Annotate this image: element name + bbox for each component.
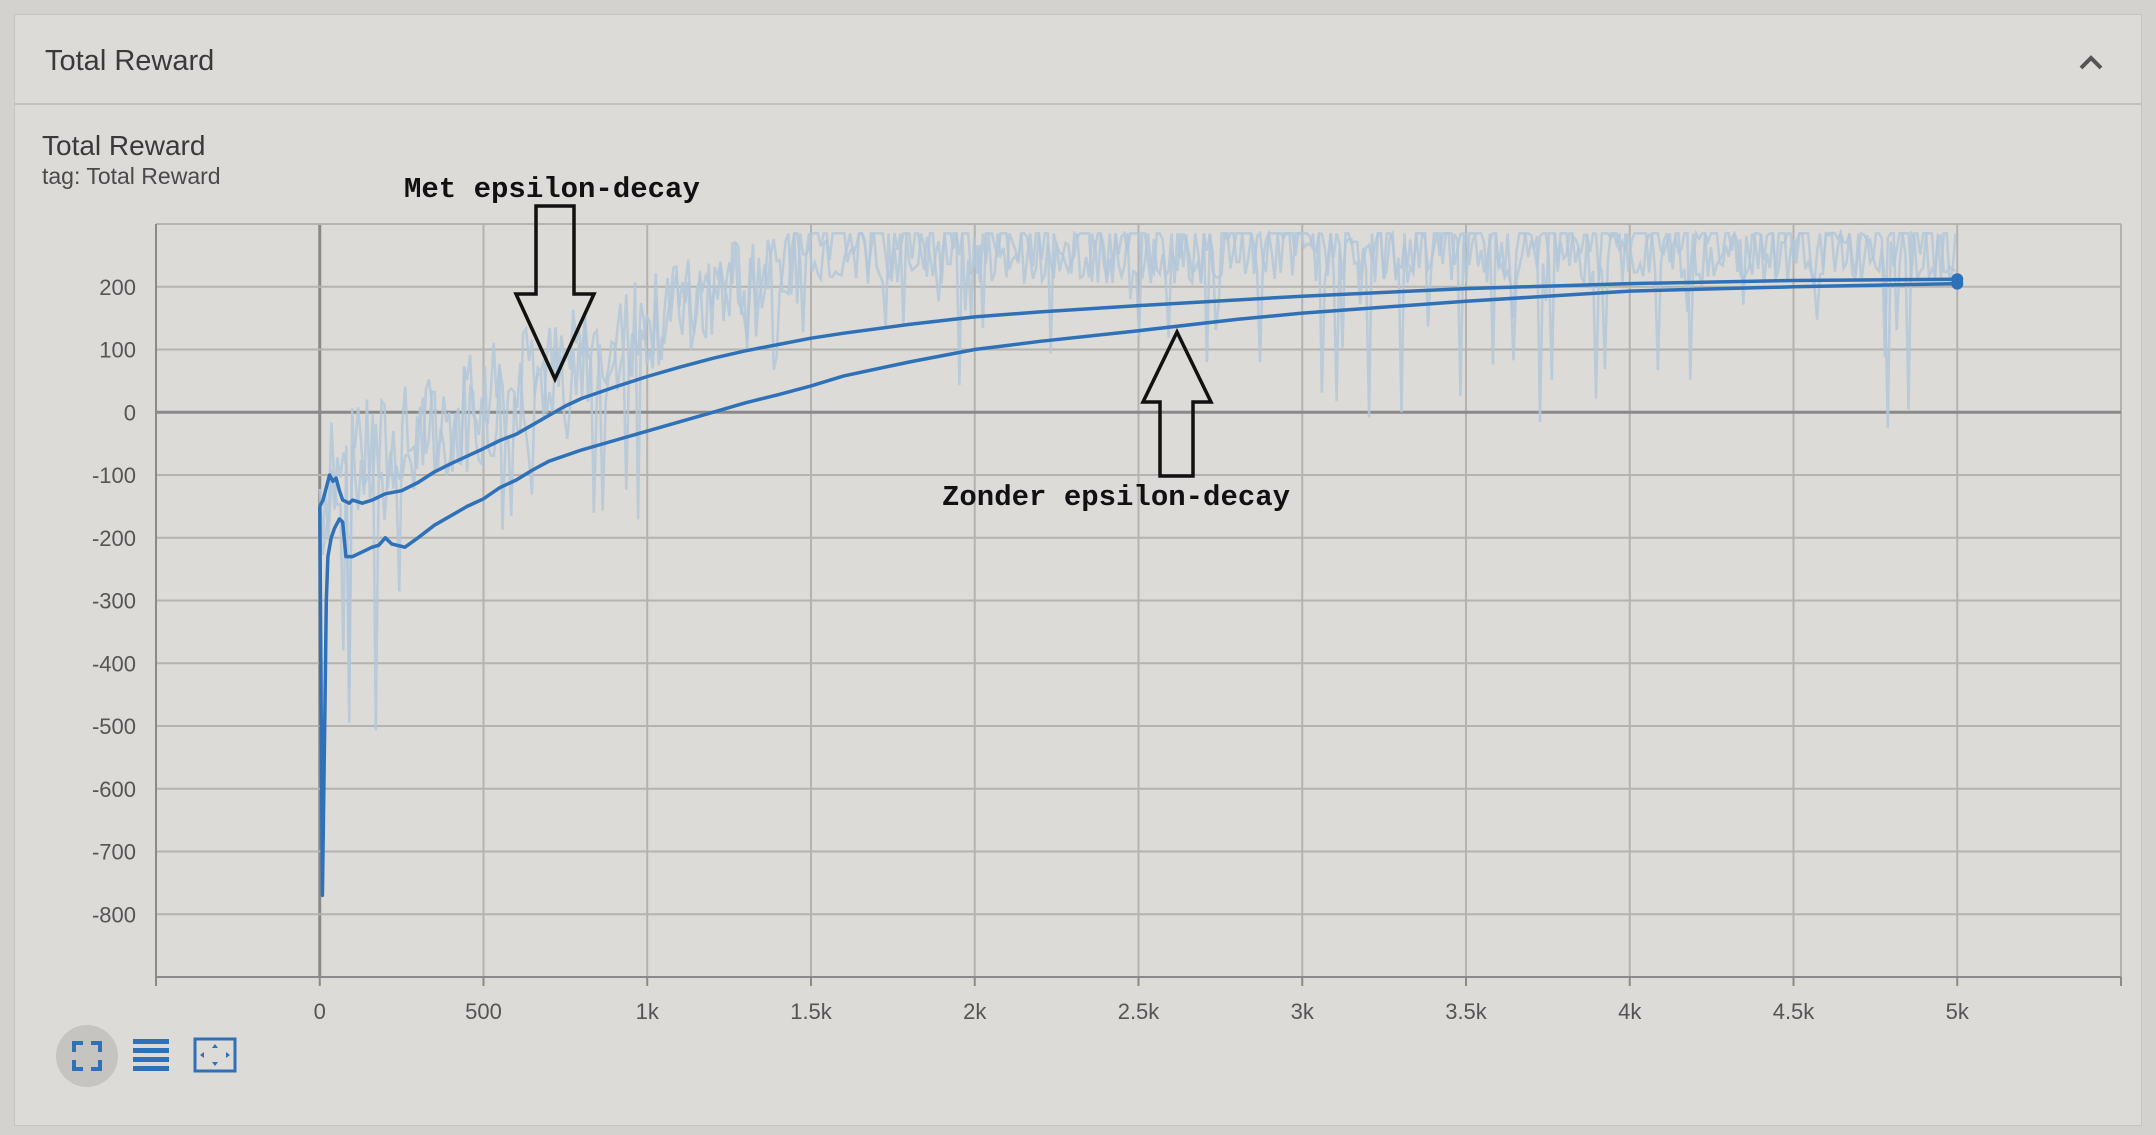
down-arrow-icon [513,204,597,384]
axis-layer: 0 500 1k 1.5k 2k 2.5k 3k 3.5k 4k 4.5k 5k -800 -700 -6… [92,224,2122,1024]
y-tick-label: -500 [92,714,136,739]
series-end-point [1951,277,1964,290]
x-tick-label: 3.5k [1445,999,1488,1024]
y-tick-label: -700 [92,840,136,865]
collapse-button[interactable] [2071,43,2111,83]
y-tick-label: -400 [92,651,136,676]
download-button[interactable] [184,1025,246,1087]
y-tick-label: -800 [92,902,136,927]
y-tick-label: -100 [92,463,136,488]
y-tick-label: 200 [99,275,136,300]
chevron-up-icon [2079,55,2103,70]
annotation-label: Zonder epsilon-decay [942,481,1290,514]
smoothed-series-layer [318,273,1964,898]
y-tick-label: -300 [92,589,136,614]
fit-to-data-button[interactable] [56,1025,118,1087]
x-tick-label: 1.5k [790,999,833,1024]
annotation-layer: Met epsilon-decay Zonder epsilon-decay [404,173,1290,514]
chart-tag: tag: Total Reward [42,163,221,189]
annotation-label: Met epsilon-decay [404,173,700,206]
card-title: Total Reward [45,45,215,77]
y-tick-label: 100 [99,338,136,363]
download-icon [193,1037,237,1073]
x-tick-label: 5k [1946,999,1970,1024]
grid-layer [155,223,2122,978]
toggle-log-scale-icon [133,1039,169,1071]
y-tick-label: -600 [92,777,136,802]
card-header: Total Reward [15,15,2141,105]
chart-title: Total Reward [42,130,206,161]
series-line [318,281,1958,898]
x-tick-label: 2.5k [1118,999,1161,1024]
chart-card: Total Reward [14,14,2142,1126]
toggle-log-scale-button[interactable] [120,1025,182,1087]
x-tick-label: 500 [465,999,502,1024]
x-tick-label: 4.5k [1773,999,1816,1024]
raw-series-line [318,229,1957,723]
x-tick-label: 0 [314,999,326,1024]
series-line [318,277,1958,508]
x-tick-label: 1k [636,999,660,1024]
x-tick-label: 4k [1618,999,1642,1024]
up-arrow-icon [1140,327,1214,478]
x-tick-label: 2k [963,999,987,1024]
y-tick-label: -200 [92,526,136,551]
y-tick-label: 0 [124,400,136,425]
fit-to-data-icon [72,1041,102,1071]
x-tick-label: 3k [1291,999,1315,1024]
